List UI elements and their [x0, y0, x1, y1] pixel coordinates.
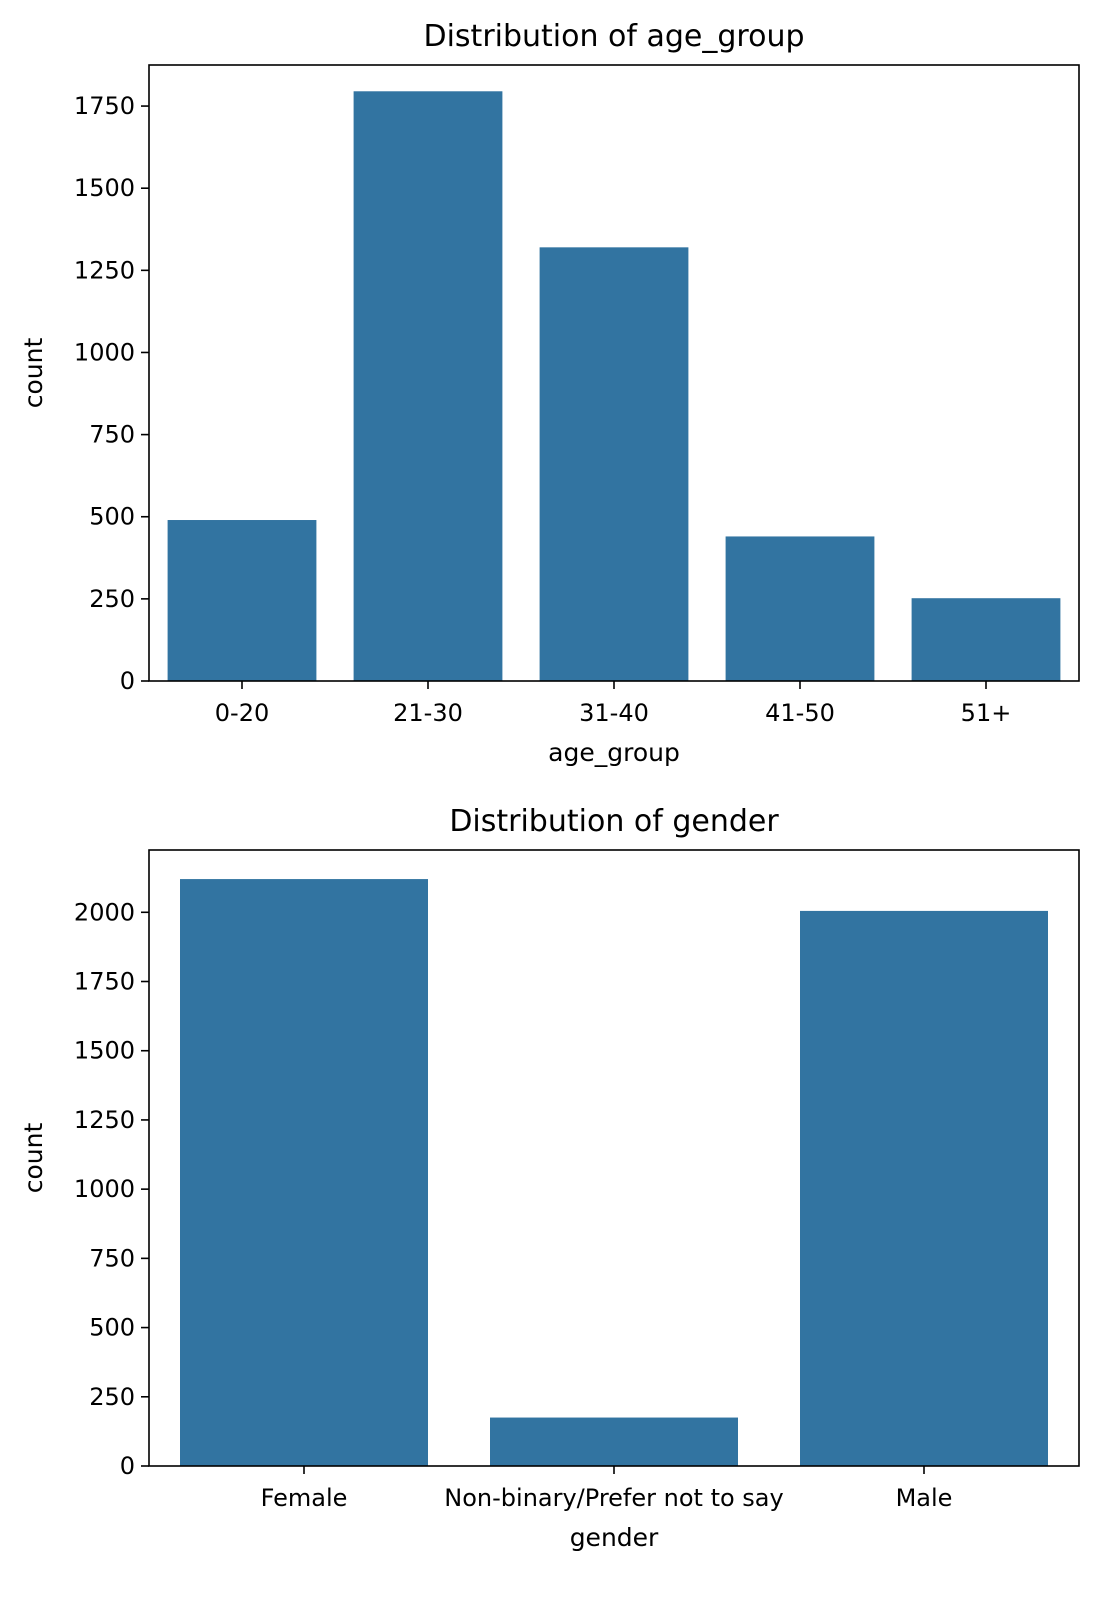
- y-axis-label: count: [19, 338, 48, 409]
- chart-title: Distribution of gender: [449, 804, 779, 839]
- bar-21-30: [353, 91, 503, 682]
- x-axis-label: gender: [570, 1523, 659, 1552]
- x-ticks: 0-20 21-30 31-40 41-50 51+: [215, 681, 1012, 727]
- y-tick-label: 750: [89, 1244, 135, 1272]
- x-tick-label: 21-30: [393, 699, 463, 727]
- y-tick-label: 1500: [74, 174, 135, 202]
- x-tick-label: 31-40: [579, 699, 649, 727]
- x-axis-label: age_group: [548, 738, 680, 767]
- x-tick-label: 51+: [961, 699, 1012, 727]
- x-ticks: Female Non-binary/Prefer not to say Male: [261, 1466, 953, 1512]
- y-tick-label: 1000: [74, 1175, 135, 1203]
- bar-0-20: [167, 520, 317, 681]
- chart-title: Distribution of age_group: [423, 19, 804, 54]
- plot-frame: [148, 849, 1080, 1467]
- bars: [180, 879, 1048, 1466]
- y-tick-label: 0: [120, 667, 135, 695]
- x-tick-label: Non-binary/Prefer not to say: [444, 1484, 783, 1512]
- y-ticks: 0 250 500 750 1000 1250 1500 1750: [74, 92, 149, 695]
- bar-female: [180, 879, 428, 1466]
- y-tick-label: 500: [89, 503, 135, 531]
- x-tick-label: Male: [896, 1484, 953, 1512]
- y-tick-label: 500: [89, 1314, 135, 1342]
- chart-age-group: Distribution of age_group 0 250 500 750 1000…: [19, 19, 1080, 767]
- y-tick-label: 0: [120, 1452, 135, 1480]
- bar-41-50: [725, 536, 875, 681]
- y-tick-label: 1500: [74, 1037, 135, 1065]
- y-tick-label: 1250: [74, 256, 135, 284]
- y-tick-label: 1250: [74, 1106, 135, 1134]
- y-axis-label: count: [19, 1123, 48, 1194]
- x-tick-label: 0-20: [215, 699, 269, 727]
- x-tick-label: 41-50: [765, 699, 835, 727]
- bar-male: [800, 910, 1048, 1466]
- y-tick-label: 1750: [74, 968, 135, 996]
- plot-frame: [148, 64, 1080, 682]
- bar-31-40: [539, 247, 689, 681]
- x-tick-label: Female: [261, 1484, 348, 1512]
- y-tick-label: 2000: [74, 898, 135, 926]
- y-tick-label: 250: [89, 1383, 135, 1411]
- y-tick-label: 1750: [74, 92, 135, 120]
- bars: [167, 91, 1061, 682]
- chart-gender: Distribution of gender 0 250 500 750 1000 125…: [19, 804, 1080, 1552]
- bar-51: [911, 598, 1061, 681]
- y-tick-label: 750: [89, 421, 135, 449]
- y-tick-label: 250: [89, 585, 135, 613]
- y-tick-label: 1000: [74, 338, 135, 366]
- y-ticks: 0 250 500 750 1000 1250 1500 1750 2000: [74, 898, 149, 1480]
- bar-non-binary-prefer-not-to-say: [490, 1417, 738, 1466]
